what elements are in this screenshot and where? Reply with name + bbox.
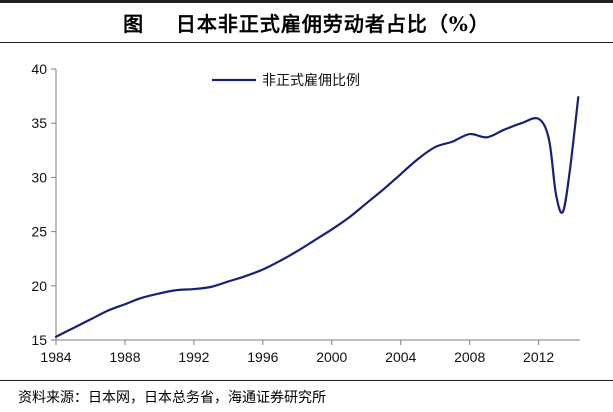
y-tick-label: 20	[31, 278, 47, 294]
x-tick-label: 2000	[316, 349, 347, 365]
x-tick-label: 1988	[109, 349, 140, 365]
legend-label: 非正式雇佣比例	[262, 72, 360, 89]
series-line	[54, 96, 580, 338]
x-tick-label: 1996	[247, 349, 278, 365]
y-tick-label: 35	[31, 115, 47, 131]
source-rule	[0, 380, 613, 381]
x-tick-label: 2004	[385, 349, 416, 365]
x-tick-label: 1992	[178, 349, 209, 365]
x-tick-label: 1984	[40, 349, 71, 365]
y-tick-label: 40	[31, 61, 47, 77]
y-tick-label: 25	[31, 224, 47, 240]
title-bottom-rule	[0, 42, 613, 43]
title-top-rule	[0, 0, 613, 3]
line-chart: 15 20 25 30 35 40 1984 1988 1992 1996 2000 2004 2008…	[31, 61, 580, 365]
source-note: 资料来源：日本网，日本总务省，海通证券研究所	[18, 390, 326, 406]
y-tick-label: 30	[31, 169, 47, 185]
x-tick-label: 2012	[523, 349, 554, 365]
y-tick-label: 15	[31, 332, 47, 348]
chart-title: 图 日本非正式雇佣劳动者占比（%）	[123, 12, 490, 36]
x-tick-label: 2008	[454, 349, 485, 365]
title-bar: 图 日本非正式雇佣劳动者占比（%）	[0, 0, 613, 44]
